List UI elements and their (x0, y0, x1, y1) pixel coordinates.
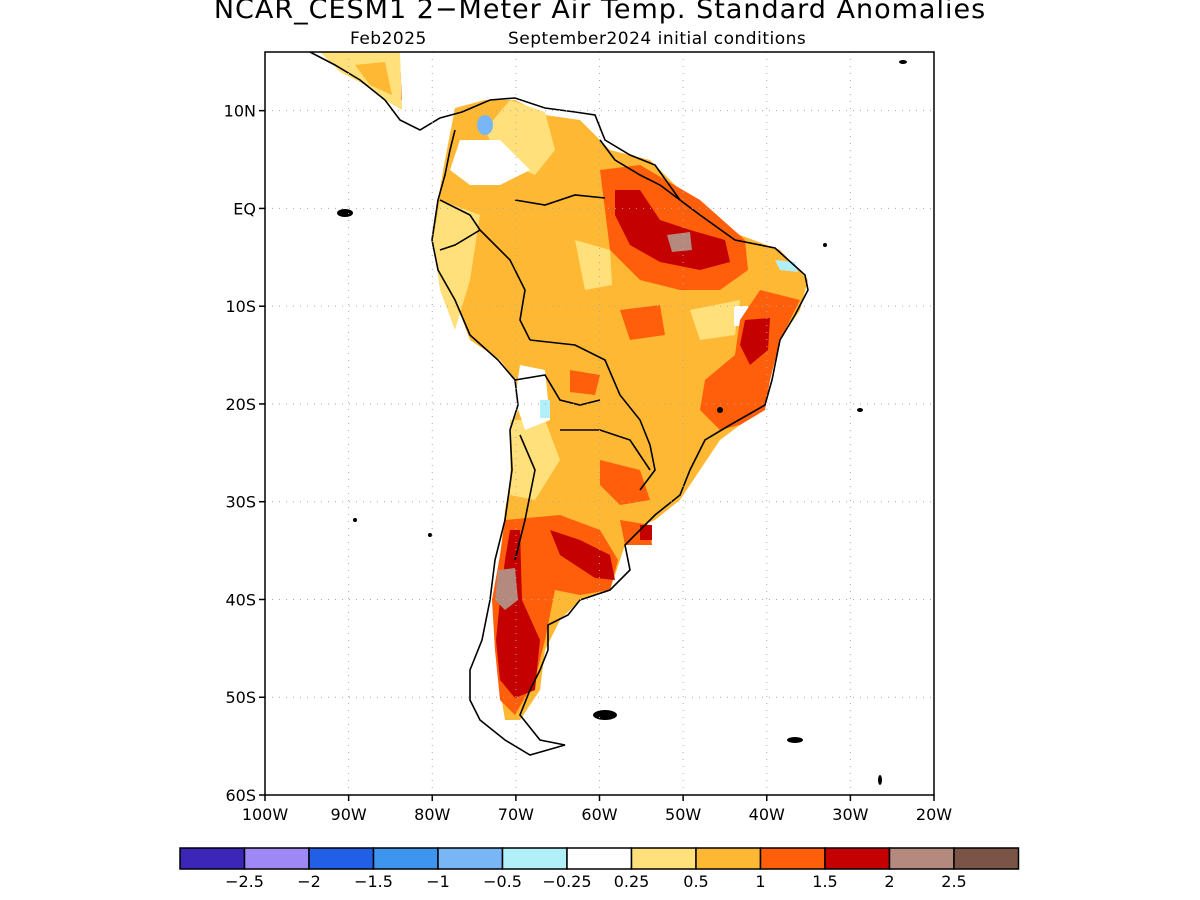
colorbar-label: 0.25 (614, 872, 650, 891)
colorbar-swatch (566, 847, 633, 870)
anomaly-patch-cool (540, 400, 550, 418)
anomaly-patch-extreme (667, 232, 692, 252)
anomaly-patch-light (575, 240, 612, 290)
latitude-axis: 10N EQ 10S 20S 30S 40S 50S 60S (224, 102, 265, 805)
colorbar-swatch (179, 847, 246, 870)
colorbar-swatch (695, 847, 762, 870)
lat-tick-label: 20S (225, 395, 256, 414)
colorbar-label: −0.5 (483, 872, 522, 891)
longitude-axis: 100W 90W 80W 70W 60W 50W 40W 30W 20W (242, 795, 952, 824)
lat-tick-label: 60S (225, 786, 256, 805)
initial-conditions-label: September2024 initial conditions (508, 29, 807, 49)
anomaly-patch-cool (477, 115, 493, 135)
lat-tick-label: 30S (225, 493, 256, 512)
lon-tick-label: 80W (414, 805, 450, 824)
colorbar: −2.5 −2 −1.5 −1 −0.5 −0.25 0.25 0.5 1 1.5 2 2.5 (179, 847, 1020, 891)
central-america-anomaly (355, 62, 392, 95)
colorbar-swatch (953, 847, 1020, 870)
colorbar-swatch (759, 847, 826, 870)
colorbar-swatch (824, 847, 891, 870)
anomaly-patch-red (550, 530, 615, 580)
anomaly-patch-light (690, 300, 740, 340)
colorbar-label: −2.5 (225, 872, 264, 891)
lon-tick-label: 40W (749, 805, 785, 824)
colorbar-swatch (501, 847, 568, 870)
colorbar-swatch (372, 847, 439, 870)
colorbar-label: 2 (884, 872, 894, 891)
lon-tick-label: 50W (665, 805, 701, 824)
anomaly-patch-red (740, 318, 770, 365)
colorbar-label: 0.5 (683, 872, 708, 891)
anomaly-patch-orange (600, 460, 650, 505)
colorbar-label: −1.5 (354, 872, 393, 891)
colorbar-label: −2 (297, 872, 321, 891)
map-title: NCAR_CESM1 2−Meter Air Temp. Standard An… (213, 0, 987, 25)
lon-tick-label: 60W (581, 805, 617, 824)
lon-tick-label: 20W (916, 805, 952, 824)
colorbar-label: −1 (426, 872, 450, 891)
anomaly-patch-red (615, 190, 730, 270)
anomaly-patch-light (433, 200, 480, 330)
anomaly-field (320, 52, 808, 720)
gridlines (265, 52, 934, 795)
lat-tick-label: 50S (225, 688, 256, 707)
lon-tick-label: 30W (832, 805, 868, 824)
forecast-month: Feb2025 (350, 29, 427, 49)
anomaly-patch-red (640, 525, 652, 540)
anomaly-patch-orange (620, 305, 665, 340)
anomaly-patch-extreme (495, 568, 518, 610)
colorbar-swatch (243, 847, 310, 870)
lon-tick-label: 100W (242, 805, 289, 824)
lat-tick-label: 40S (225, 590, 256, 609)
lat-tick-label: 10S (225, 297, 256, 316)
colorbar-swatch (437, 847, 504, 870)
colorbar-swatch (888, 847, 955, 870)
anomaly-patch-neutral (450, 140, 530, 185)
lat-tick-label: 10N (224, 102, 256, 121)
colorbar-label: −0.25 (542, 872, 591, 891)
lon-tick-label: 90W (331, 805, 367, 824)
anomaly-patch-orange (570, 370, 600, 395)
colorbar-label: 1.5 (812, 872, 837, 891)
colorbar-swatch (630, 847, 697, 870)
colorbar-label: 2.5 (941, 872, 966, 891)
lat-tick-label: EQ (233, 199, 256, 218)
lon-tick-label: 70W (498, 805, 534, 824)
islands (337, 60, 907, 785)
colorbar-swatch (308, 847, 375, 870)
colorbar-label: 1 (755, 872, 765, 891)
coastlines (309, 52, 809, 756)
